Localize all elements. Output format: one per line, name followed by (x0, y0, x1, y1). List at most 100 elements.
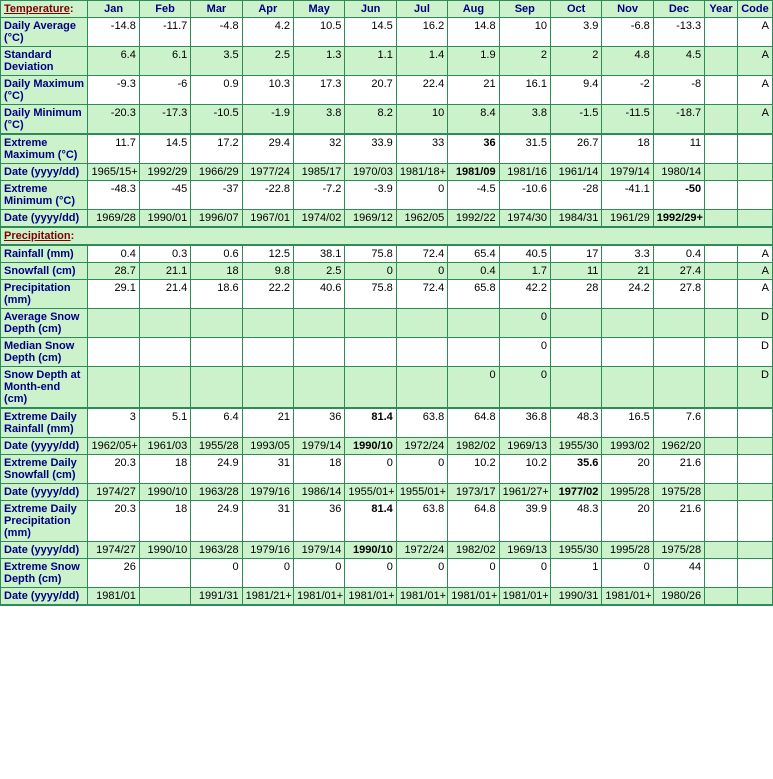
data-cell (139, 588, 190, 606)
data-cell (191, 367, 242, 409)
data-cell: 1961/27+ (499, 484, 550, 501)
data-cell: 29.4 (242, 134, 293, 164)
table-row: Snow Depth at Month-end (cm)00D (1, 367, 773, 409)
data-cell: 1972/24 (396, 438, 447, 455)
data-cell: 1990/10 (345, 438, 396, 455)
data-cell (396, 338, 447, 367)
data-cell: 17.2 (191, 134, 242, 164)
data-cell: 4.2 (242, 18, 293, 47)
data-cell: -3.9 (345, 181, 396, 210)
data-cell: 81.4 (345, 408, 396, 438)
data-cell (550, 367, 601, 409)
data-cell: 1996/07 (191, 210, 242, 228)
data-cell: 64.8 (448, 501, 499, 542)
data-cell (737, 408, 772, 438)
data-cell: -17.3 (139, 105, 190, 135)
data-cell: 16.5 (602, 408, 653, 438)
row-label: Extreme Snow Depth (cm) (1, 559, 88, 588)
data-cell: 2.5 (242, 47, 293, 76)
data-cell: 1979/14 (602, 164, 653, 181)
data-cell: -48.3 (88, 181, 139, 210)
data-cell: 0 (396, 181, 447, 210)
data-cell: 63.8 (396, 408, 447, 438)
data-cell: 1975/28 (653, 484, 704, 501)
table-row: Extreme Daily Snowfall (cm)20.31824.9311… (1, 455, 773, 484)
data-cell (345, 338, 396, 367)
data-cell (653, 367, 704, 409)
data-cell (550, 338, 601, 367)
data-cell: 1981/01+ (345, 588, 396, 606)
data-cell: 1981/01+ (396, 588, 447, 606)
col-header: Jul (396, 1, 447, 18)
data-cell: 0.3 (139, 245, 190, 263)
data-cell (705, 263, 738, 280)
data-cell: 0.6 (191, 245, 242, 263)
data-cell: A (737, 245, 772, 263)
data-cell: 1974/02 (294, 210, 345, 228)
data-cell: 11 (550, 263, 601, 280)
data-cell: -6.8 (602, 18, 653, 47)
data-cell: 1992/29+ (653, 210, 704, 228)
data-cell: A (737, 280, 772, 309)
data-cell (242, 309, 293, 338)
data-cell: 1981/01+ (602, 588, 653, 606)
data-cell: 21 (242, 408, 293, 438)
data-cell: -8 (653, 76, 704, 105)
data-cell: 1.7 (499, 263, 550, 280)
data-cell: 10 (396, 105, 447, 135)
data-cell (88, 367, 139, 409)
data-cell: 1981/01 (88, 588, 139, 606)
data-cell: 21.6 (653, 501, 704, 542)
data-cell: 33.9 (345, 134, 396, 164)
data-cell: 38.1 (294, 245, 345, 263)
data-cell: 75.8 (345, 280, 396, 309)
data-cell: 24.9 (191, 455, 242, 484)
data-cell (737, 164, 772, 181)
data-cell: 16.1 (499, 76, 550, 105)
data-cell (737, 210, 772, 228)
data-cell (294, 338, 345, 367)
row-label: Date (yyyy/dd) (1, 588, 88, 606)
section-title-temperature: Temperature: (1, 1, 88, 18)
data-cell: 1980/26 (653, 588, 704, 606)
data-cell: 1990/10 (139, 484, 190, 501)
data-cell: 1973/17 (448, 484, 499, 501)
data-cell: 1962/05 (396, 210, 447, 228)
data-cell: -1.5 (550, 105, 601, 135)
data-cell (705, 588, 738, 606)
col-header: May (294, 1, 345, 18)
data-cell: 36.8 (499, 408, 550, 438)
data-cell: 75.8 (345, 245, 396, 263)
table-row: Daily Average (°C)-14.8-11.7-4.84.210.51… (1, 18, 773, 47)
data-cell: 0 (396, 455, 447, 484)
data-cell: 1981/09 (448, 164, 499, 181)
col-header: Aug (448, 1, 499, 18)
data-cell: 32 (294, 134, 345, 164)
data-cell: 1974/30 (499, 210, 550, 228)
data-cell: -10.6 (499, 181, 550, 210)
data-cell: -50 (653, 181, 704, 210)
data-cell: 18 (191, 263, 242, 280)
data-cell: 8.4 (448, 105, 499, 135)
data-cell: 1991/31 (191, 588, 242, 606)
data-cell: 1967/01 (242, 210, 293, 228)
data-cell: 1969/13 (499, 438, 550, 455)
data-cell (737, 484, 772, 501)
data-cell: 20 (602, 455, 653, 484)
data-cell: 0.4 (653, 245, 704, 263)
data-cell: 21.1 (139, 263, 190, 280)
data-cell: 42.2 (499, 280, 550, 309)
data-cell: 40.6 (294, 280, 345, 309)
data-cell: 0 (499, 367, 550, 409)
row-label: Extreme Minimum (°C) (1, 181, 88, 210)
data-cell (705, 408, 738, 438)
table-row: Daily Maximum (°C)-9.3-60.910.317.320.72… (1, 76, 773, 105)
data-cell: -4.8 (191, 18, 242, 47)
data-cell: A (737, 263, 772, 280)
data-cell: 1981/21+ (242, 588, 293, 606)
table-row: Extreme Minimum (°C)-48.3-45-37-22.8-7.2… (1, 181, 773, 210)
data-cell (705, 76, 738, 105)
data-cell: 24.9 (191, 501, 242, 542)
data-cell: 14.5 (139, 134, 190, 164)
data-cell: 22.2 (242, 280, 293, 309)
